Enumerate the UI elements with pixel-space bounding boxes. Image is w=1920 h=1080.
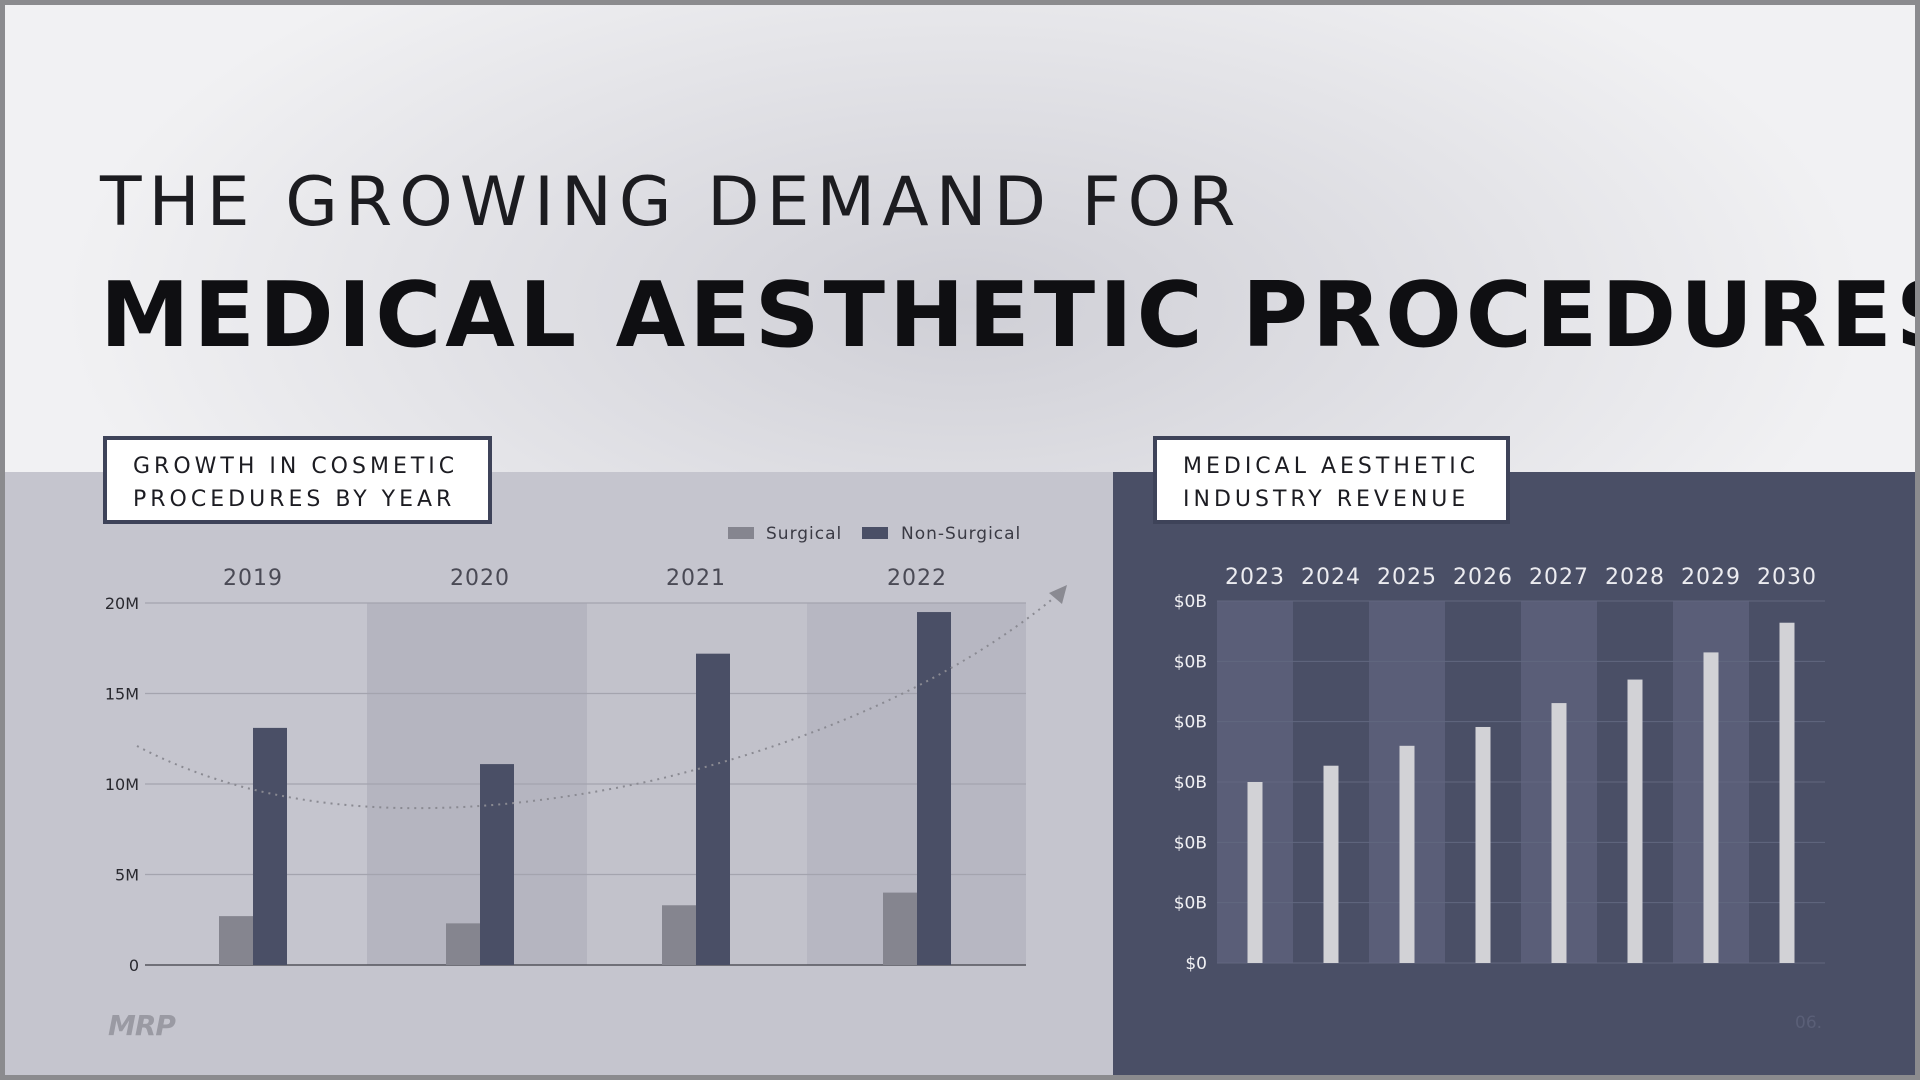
title-line-2: MEDICAL AESTHETIC PROCEDURES... bbox=[100, 263, 1920, 368]
surgical-bar bbox=[219, 916, 253, 965]
revenue-chart-label: MEDICAL AESTHETIC INDUSTRY REVENUE bbox=[1153, 436, 1510, 524]
revenue-bar bbox=[1551, 703, 1567, 963]
page-number: 06. bbox=[1795, 1013, 1823, 1033]
surgical-bar bbox=[883, 892, 917, 965]
trend-arrow-head bbox=[1049, 585, 1067, 604]
revenue-y-tick-label: $0 bbox=[1185, 954, 1207, 974]
legend-swatch-surgical bbox=[728, 527, 754, 539]
revenue-y-tick-label: $0B bbox=[1174, 713, 1207, 733]
revenue-year-label: 2029 bbox=[1681, 565, 1741, 590]
mrp-logo: MRP bbox=[108, 1009, 176, 1042]
revenue-bar bbox=[1247, 782, 1263, 963]
y-tick-label: 20M bbox=[105, 594, 139, 613]
revenue-bar bbox=[1475, 726, 1491, 963]
non-surgical-bar bbox=[696, 653, 730, 965]
revenue-chart-label-line-1: MEDICAL AESTHETIC bbox=[1183, 454, 1480, 479]
non-surgical-bar bbox=[917, 612, 951, 965]
y-tick-label: 15M bbox=[105, 685, 139, 704]
year-label: 2021 bbox=[666, 566, 726, 591]
revenue-bar bbox=[1323, 765, 1339, 963]
revenue-year-label: 2025 bbox=[1377, 565, 1437, 590]
revenue-bar bbox=[1399, 745, 1415, 963]
revenue-y-tick-label: $0B bbox=[1174, 773, 1207, 793]
revenue-y-tick-label: $0B bbox=[1174, 652, 1207, 672]
revenue-year-label: 2030 bbox=[1757, 565, 1817, 590]
revenue-y-tick-label: $0B bbox=[1174, 894, 1207, 914]
revenue-year-label: 2026 bbox=[1453, 565, 1513, 590]
surgical-bar bbox=[446, 923, 480, 965]
y-tick-label: 10M bbox=[105, 775, 139, 794]
revenue-y-tick-label: $0B bbox=[1174, 592, 1207, 612]
surgical-bar bbox=[662, 905, 696, 965]
revenue-year-label: 2024 bbox=[1301, 565, 1361, 590]
legend-label-surgical: Surgical bbox=[766, 524, 842, 544]
procedures-chart-label-line-2: PROCEDURES BY YEAR bbox=[133, 487, 456, 512]
legend-swatch-non-surgical bbox=[862, 527, 888, 539]
year-label: 2020 bbox=[450, 566, 510, 591]
non-surgical-bar bbox=[253, 727, 287, 965]
trend-arrow-line bbox=[136, 596, 1056, 810]
y-tick-label: 0 bbox=[129, 956, 139, 975]
revenue-bar bbox=[1779, 622, 1795, 963]
year-label: 2022 bbox=[887, 566, 947, 591]
non-surgical-bar bbox=[480, 764, 514, 965]
procedures-chart-label-line-1: GROWTH IN COSMETIC bbox=[133, 454, 459, 479]
y-tick-label: 5M bbox=[115, 866, 139, 885]
revenue-bar bbox=[1627, 679, 1643, 963]
title-line-1: THE GROWING DEMAND FOR bbox=[100, 163, 1243, 242]
revenue-year-label: 2028 bbox=[1605, 565, 1665, 590]
revenue-year-label: 2027 bbox=[1529, 565, 1589, 590]
legend-label-non-surgical: Non-Surgical bbox=[901, 524, 1021, 544]
revenue-chart-label-line-2: INDUSTRY REVENUE bbox=[1183, 487, 1470, 512]
revenue-y-tick-label: $0B bbox=[1174, 833, 1207, 853]
year-label: 2019 bbox=[223, 566, 283, 591]
procedures-chart-label: GROWTH IN COSMETIC PROCEDURES BY YEAR bbox=[103, 436, 492, 524]
revenue-year-label: 2023 bbox=[1225, 565, 1285, 590]
charts-canvas: 0 5M 10M 15M 20M 2019 2020 2021 2022 Surgical Non-… bbox=[105, 524, 1825, 975]
revenue-bar bbox=[1703, 652, 1719, 963]
